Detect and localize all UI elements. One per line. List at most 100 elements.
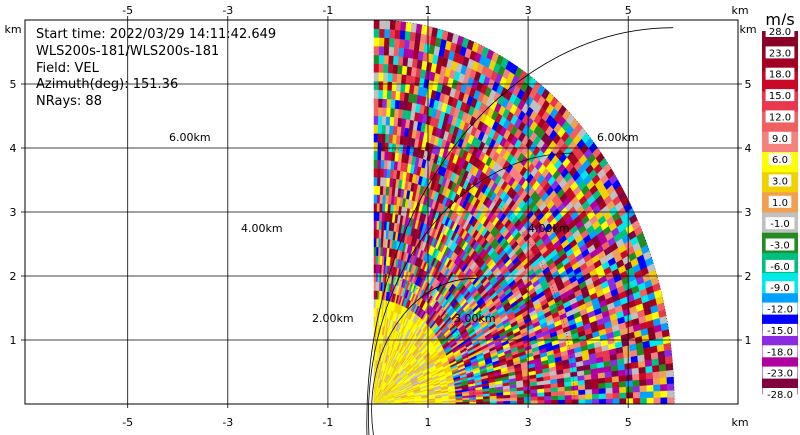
x-tick-label-top: -1 — [322, 4, 333, 17]
velocity-cell — [550, 391, 559, 397]
velocity-cell — [373, 150, 378, 160]
velocity-cell — [386, 160, 392, 170]
velocity-field — [373, 20, 675, 404]
velocity-cell — [373, 229, 377, 239]
velocity-cell — [383, 37, 390, 47]
velocity-cell — [382, 89, 388, 100]
ray — [373, 190, 627, 404]
ray — [373, 238, 648, 404]
velocity-cell — [646, 384, 654, 392]
velocity-cell — [571, 399, 579, 404]
range-ring-label: 3.00km — [454, 312, 496, 325]
velocity-cell — [388, 37, 395, 48]
ray — [373, 152, 605, 404]
velocity-cell — [385, 116, 391, 126]
velocity-cell — [381, 124, 386, 134]
velocity-cell — [387, 151, 392, 161]
velocity-cell — [373, 142, 378, 152]
velocity-cell — [379, 177, 384, 187]
velocity-cell — [382, 98, 387, 108]
velocity-cell — [605, 392, 613, 399]
velocity-cell — [379, 185, 384, 195]
ray — [373, 201, 633, 404]
ray — [373, 256, 654, 404]
velocity-cell — [373, 185, 378, 195]
velocity-cell — [377, 133, 382, 143]
velocity-cell — [375, 272, 378, 283]
velocity-cell — [651, 358, 660, 366]
y-tick-label-right: 4 — [745, 142, 752, 155]
velocity-cell — [530, 396, 538, 401]
velocity-cell — [591, 378, 599, 385]
velocity-cell — [385, 124, 390, 135]
velocity-cell — [373, 133, 378, 143]
velocity-cell — [612, 381, 620, 388]
velocity-cell — [625, 380, 634, 387]
velocity-cell — [377, 142, 382, 152]
colorbar-label-bg — [765, 259, 795, 272]
colorbar-label: 23.0 — [769, 48, 791, 59]
velocity-cell — [639, 397, 648, 404]
velocity-cell — [585, 388, 593, 395]
y-tick-label-left: 5 — [10, 78, 17, 91]
velocity-cell — [592, 393, 600, 400]
velocity-cell — [392, 125, 398, 136]
velocity-cell — [384, 20, 391, 30]
ray — [373, 244, 650, 404]
velocity-cell — [373, 203, 377, 213]
velocity-cell — [390, 99, 396, 109]
velocity-cell — [409, 31, 416, 42]
velocity-cell — [377, 246, 381, 256]
velocity-cell — [389, 29, 396, 39]
velocity-cell — [571, 385, 579, 391]
velocity-cell — [390, 90, 396, 100]
velocity-cell — [377, 98, 383, 108]
velocity-cell — [384, 28, 390, 39]
colorbar-label-bg — [765, 281, 795, 294]
velocity-cell — [666, 383, 675, 391]
ray — [373, 20, 401, 404]
velocity-cell — [652, 364, 660, 373]
velocity-cell — [619, 392, 627, 399]
ray — [373, 31, 454, 404]
velocity-cell — [388, 125, 394, 135]
velocity-cell — [381, 133, 386, 143]
colorbar-label-bg — [765, 25, 795, 37]
velocity-cell — [584, 383, 593, 390]
velocity-cell — [393, 116, 399, 127]
velocity-cell — [591, 383, 599, 390]
velocity-cell — [557, 386, 565, 392]
velocity-cell — [373, 63, 379, 73]
velocity-cell — [404, 30, 411, 41]
velocity-cell — [380, 168, 384, 178]
velocity-cell — [544, 395, 552, 401]
range-ring — [366, 27, 674, 435]
velocity-cell — [585, 398, 593, 404]
velocity-cell — [393, 38, 400, 48]
velocity-cell — [639, 385, 647, 393]
velocity-cell — [619, 386, 627, 393]
ray — [373, 157, 608, 404]
range-ring-label: 4.00km — [528, 222, 570, 235]
velocity-cell — [388, 46, 395, 56]
velocity-cell — [394, 99, 400, 110]
velocity-cell — [399, 30, 406, 40]
ray — [373, 142, 598, 404]
velocity-cell — [543, 387, 552, 393]
x-tick-label-bottom: 3 — [525, 416, 532, 429]
range-ring — [373, 147, 575, 405]
velocity-cell — [392, 64, 398, 74]
velocity-cell — [557, 395, 566, 400]
colorbar-label-bg — [768, 174, 792, 187]
velocity-cell — [645, 365, 653, 374]
velocity-cell — [392, 55, 399, 66]
velocity-cell — [373, 89, 379, 99]
velocity-cell — [489, 398, 497, 402]
velocity-cell — [585, 393, 593, 400]
velocity-cell — [393, 108, 399, 118]
velocity-cell — [373, 98, 379, 108]
velocity-cell — [373, 168, 378, 178]
velocity-cell — [373, 20, 380, 29]
velocity-cell — [395, 90, 401, 101]
velocity-cell — [388, 133, 393, 144]
